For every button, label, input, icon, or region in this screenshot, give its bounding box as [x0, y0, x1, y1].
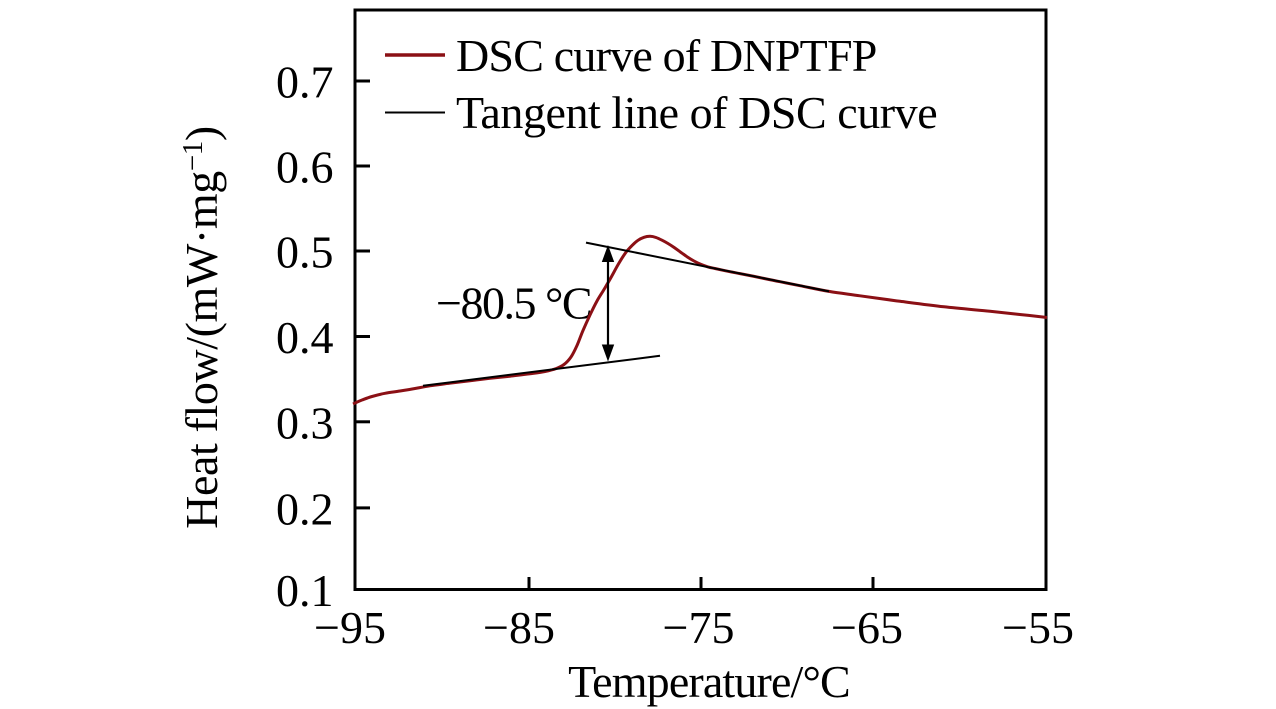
svg-text:−65: −65	[831, 602, 903, 653]
svg-text:0.2: 0.2	[276, 483, 334, 534]
svg-text:0.1: 0.1	[276, 565, 334, 616]
svg-text:0.5: 0.5	[276, 227, 334, 278]
svg-text:Heat flow/(mW·mg−1): Heat flow/(mW·mg−1)	[176, 126, 227, 529]
svg-text:−75: −75	[663, 602, 735, 653]
svg-text:0.3: 0.3	[276, 397, 334, 448]
svg-text:−85: −85	[483, 602, 555, 653]
svg-text:Tangent line of DSC curve: Tangent line of DSC curve	[456, 87, 937, 138]
svg-text:−80.5 °C: −80.5 °C	[436, 278, 591, 329]
svg-text:−95: −95	[314, 602, 386, 653]
svg-text:0.4: 0.4	[276, 312, 334, 363]
svg-text:0.7: 0.7	[276, 57, 334, 108]
svg-text:DSC curve of DNPTFP: DSC curve of DNPTFP	[456, 30, 877, 81]
svg-text:−55: −55	[1002, 602, 1074, 653]
svg-text:0.6: 0.6	[276, 142, 334, 193]
svg-text:Temperature/°C: Temperature/°C	[568, 656, 850, 707]
